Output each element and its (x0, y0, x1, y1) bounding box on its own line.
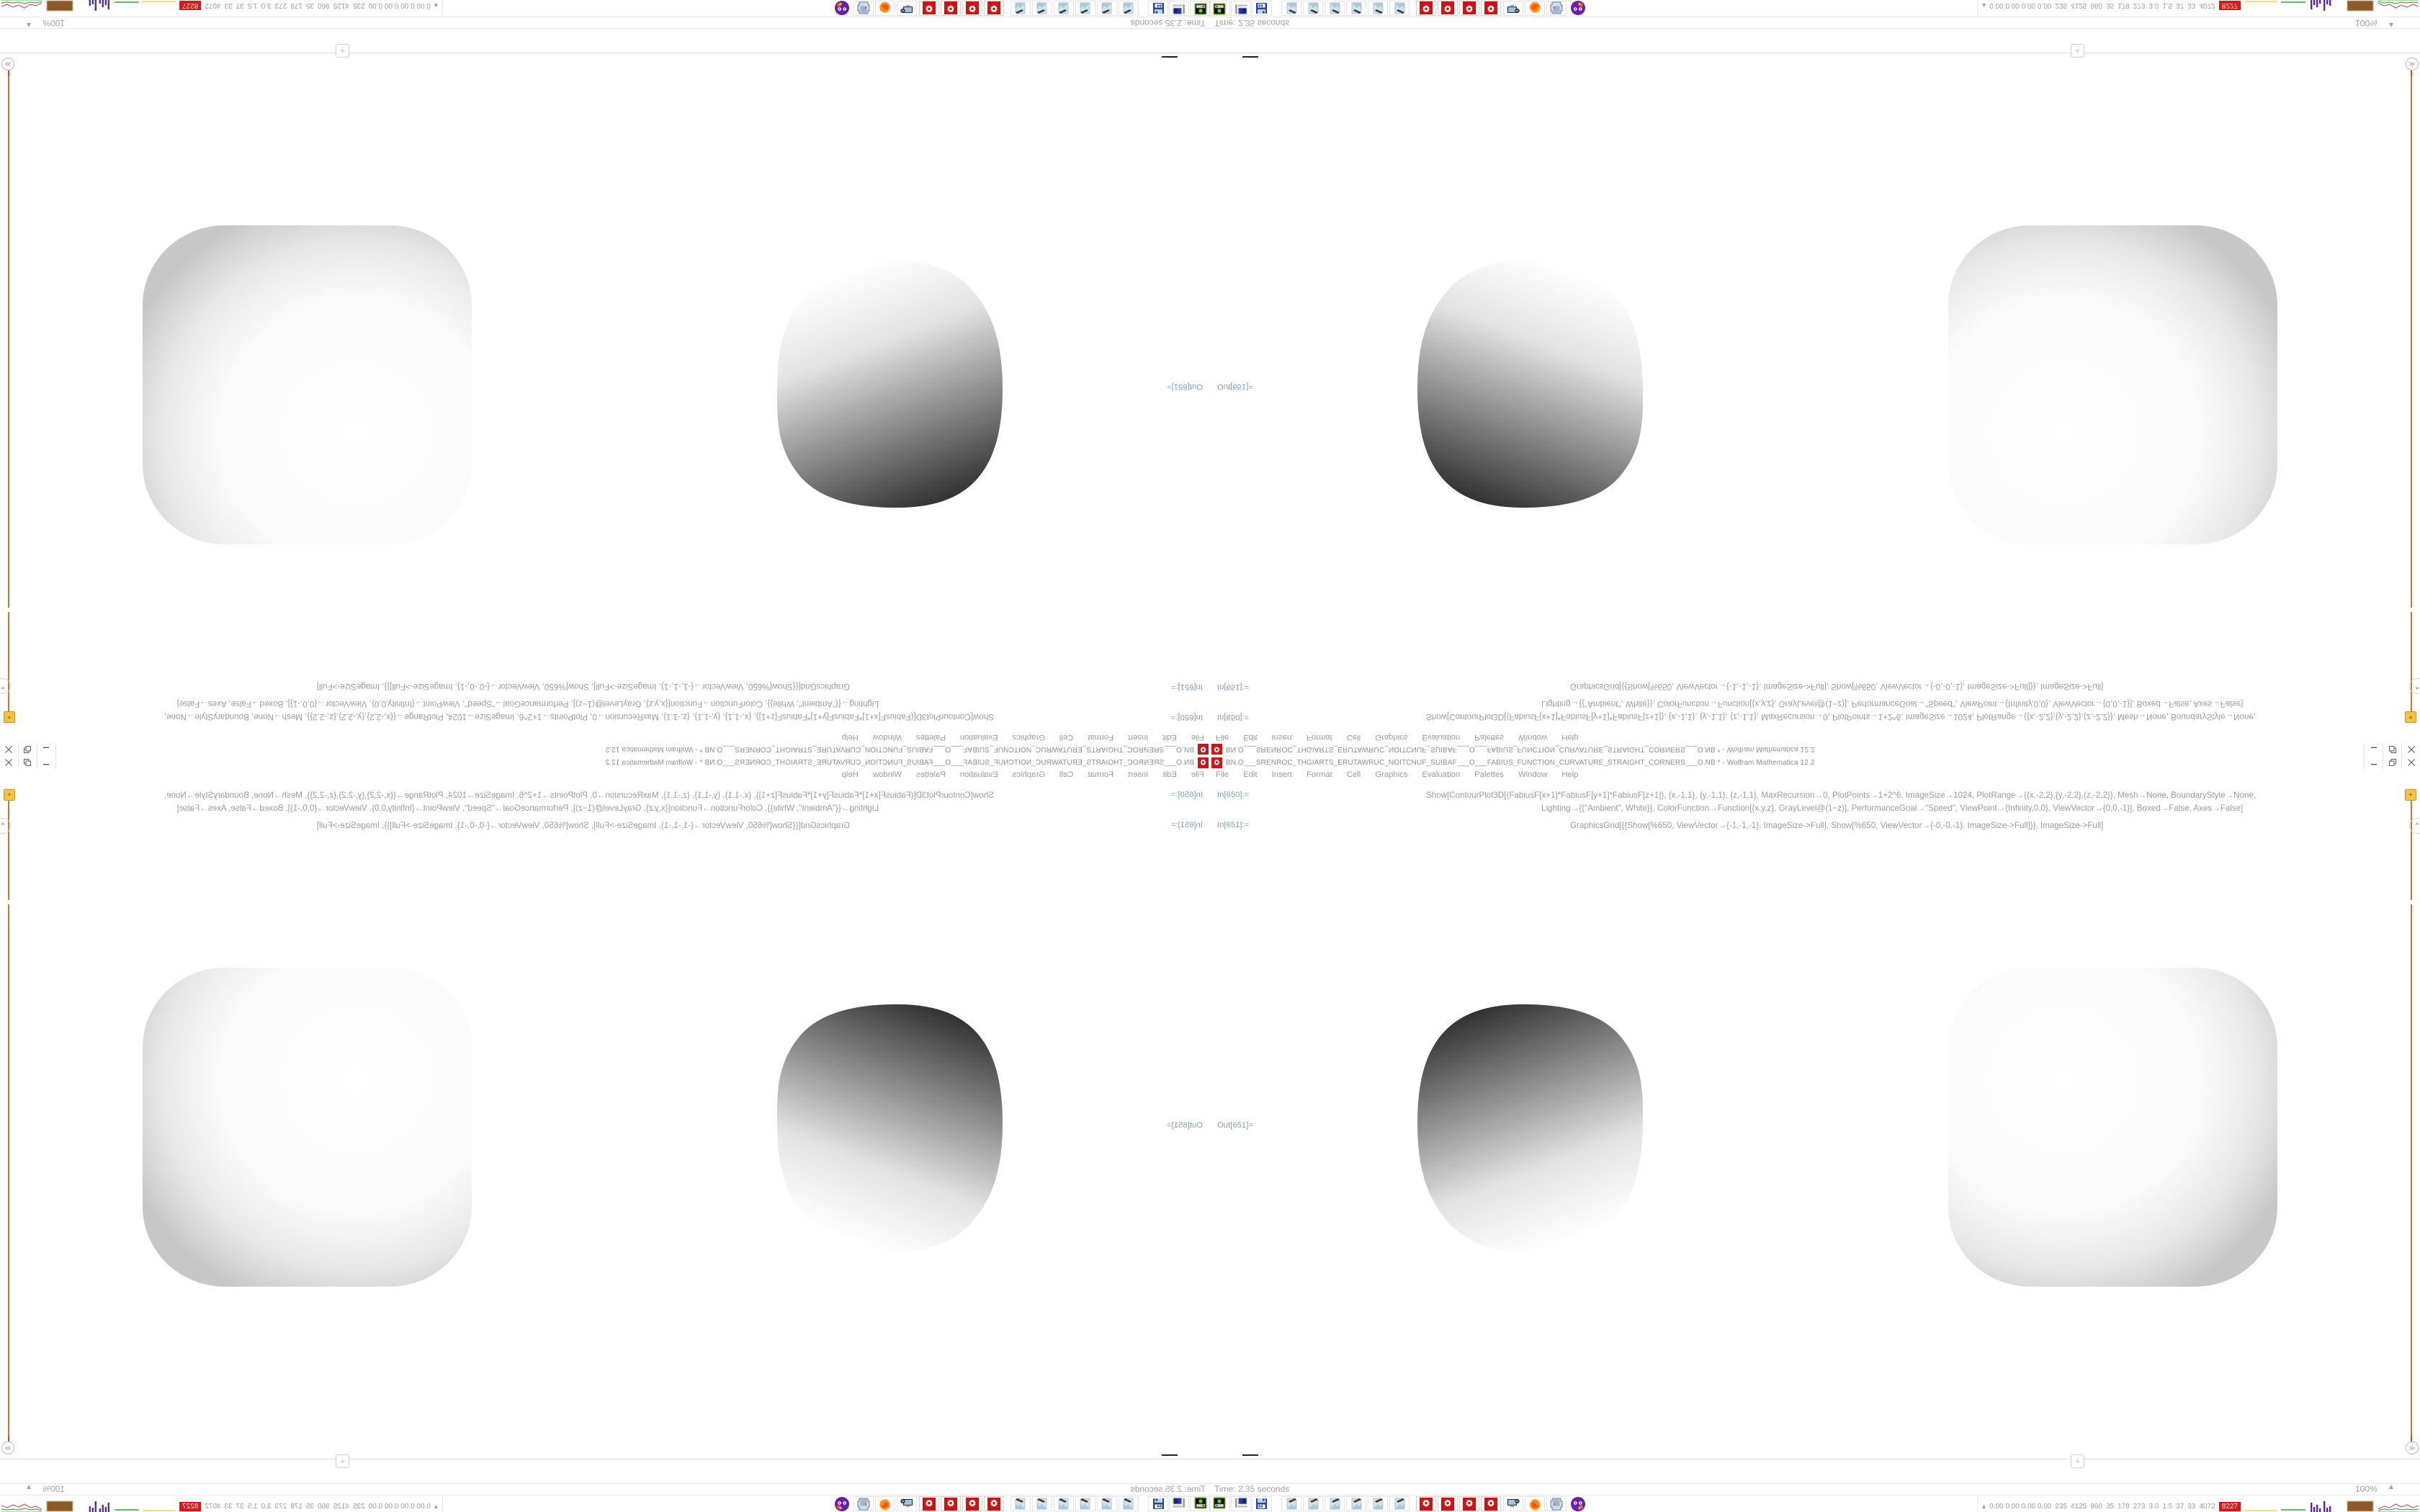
svg-text:64: 64 (1258, 4, 1263, 8)
svg-text:64: 64 (1258, 1505, 1263, 1509)
svg-text:64: 64 (1157, 1505, 1162, 1509)
svg-text:64: 64 (1157, 4, 1162, 8)
